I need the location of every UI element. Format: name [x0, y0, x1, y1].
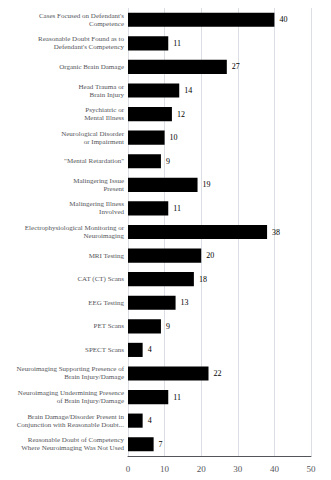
svg-text:9: 9 [166, 157, 170, 166]
svg-text:13: 13 [181, 298, 189, 307]
svg-text:50: 50 [307, 464, 317, 474]
svg-text:Head Trauma or: Head Trauma or [79, 83, 125, 91]
svg-text:27: 27 [232, 62, 240, 71]
svg-text:18: 18 [199, 275, 207, 284]
svg-text:0: 0 [126, 464, 131, 474]
svg-text:Mental Illness: Mental Illness [84, 114, 124, 122]
svg-text:EEG Testing: EEG Testing [88, 299, 124, 307]
svg-text:Electrophysiological Monitorin: Electrophysiological Monitoring or [25, 224, 125, 232]
svg-text:Brain Injury: Brain Injury [90, 91, 125, 99]
svg-text:Malingering Illness: Malingering Illness [69, 200, 124, 208]
svg-text:of Brain Injury/Damage: of Brain Injury/Damage [57, 397, 124, 405]
svg-text:7: 7 [159, 440, 163, 449]
svg-text:20: 20 [197, 464, 207, 474]
svg-text:Conjunction with Reasonable Do: Conjunction with Reasonable Doubt... [17, 421, 125, 429]
svg-text:Reasonable Doubt Found as to: Reasonable Doubt Found as to [38, 35, 124, 43]
svg-text:40: 40 [270, 464, 280, 474]
svg-text:Competence: Competence [89, 20, 124, 28]
svg-text:Present: Present [103, 185, 124, 193]
svg-text:14: 14 [184, 86, 192, 95]
svg-text:or Impairment: or Impairment [84, 138, 124, 146]
svg-text:4: 4 [148, 345, 152, 354]
svg-text:Defendant's Competency: Defendant's Competency [54, 43, 125, 51]
svg-text:10: 10 [160, 464, 170, 474]
svg-text:PET Scans: PET Scans [94, 322, 125, 330]
svg-text:"Mental Retardation": "Mental Retardation" [64, 157, 124, 165]
svg-text:40: 40 [279, 15, 287, 24]
svg-text:38: 38 [272, 228, 280, 237]
svg-text:Cases Focused on Defendant's: Cases Focused on Defendant's [39, 12, 124, 20]
svg-text:Reasonable Doubt of Competency: Reasonable Doubt of Competency [28, 436, 125, 444]
svg-text:MRI Testing: MRI Testing [89, 252, 125, 260]
svg-text:Malingering Issue: Malingering Issue [73, 177, 124, 185]
svg-text:9: 9 [166, 322, 170, 331]
svg-text:SPECT Scans: SPECT Scans [85, 346, 124, 354]
svg-text:Where Neuroimaging Was Not Use: Where Neuroimaging Was Not Used [21, 444, 124, 452]
svg-text:Neurological Disorder: Neurological Disorder [61, 130, 124, 138]
svg-text:Brain Damage/Disorder Present: Brain Damage/Disorder Present in [27, 413, 124, 421]
svg-text:11: 11 [173, 204, 181, 213]
svg-text:4: 4 [148, 416, 152, 425]
svg-text:30: 30 [233, 464, 243, 474]
svg-text:Neuroimaging: Neuroimaging [84, 232, 125, 240]
svg-text:Psychiatric or: Psychiatric or [85, 106, 124, 114]
svg-text:20: 20 [206, 251, 214, 260]
svg-text:12: 12 [177, 110, 185, 119]
svg-text:Neuroimaging Supporting Presen: Neuroimaging Supporting Presence of [16, 365, 124, 373]
svg-text:Organic Brain Damage: Organic Brain Damage [59, 63, 124, 71]
svg-text:22: 22 [214, 369, 222, 378]
svg-text:Neuroimaging Undermining Prese: Neuroimaging Undermining Presence [18, 389, 124, 397]
svg-text:CAT (CT) Scans: CAT (CT) Scans [77, 275, 124, 283]
svg-text:19: 19 [203, 180, 211, 189]
svg-text:Brain Injury/Damage: Brain Injury/Damage [64, 373, 124, 381]
svg-text:Involved: Involved [99, 208, 124, 216]
svg-text:11: 11 [173, 39, 181, 48]
svg-text:11: 11 [173, 393, 181, 402]
svg-text:10: 10 [170, 133, 178, 142]
